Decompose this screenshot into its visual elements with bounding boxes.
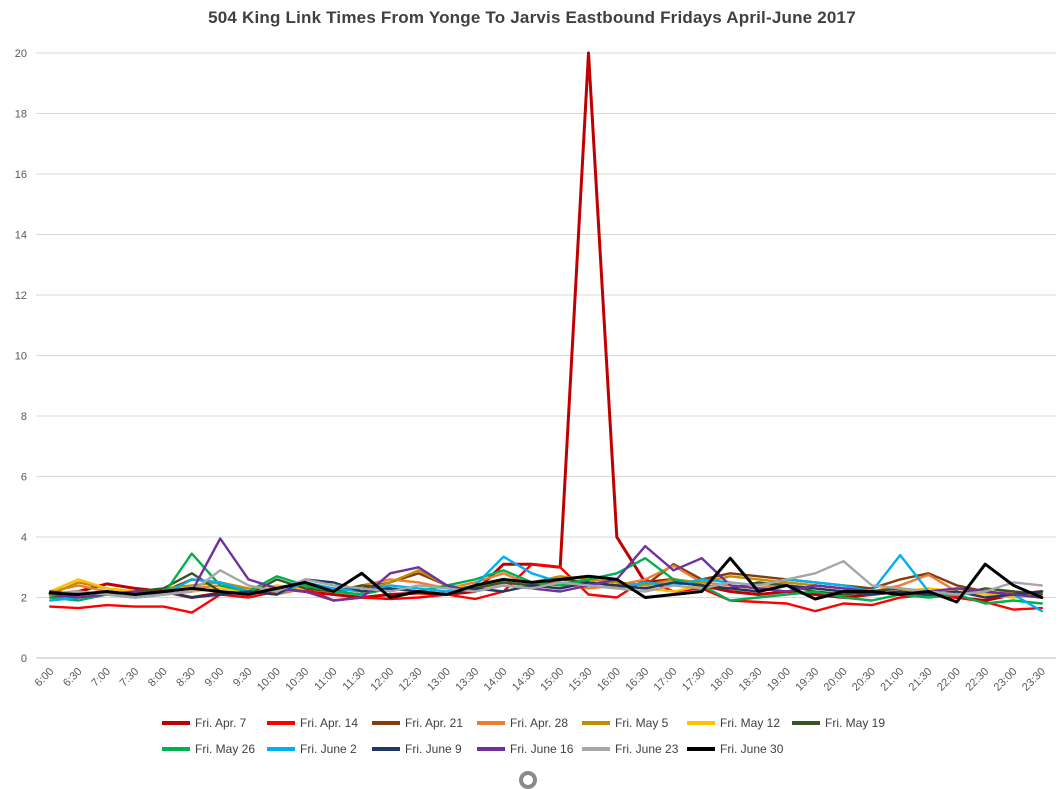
x-axis-label: 6:30 — [61, 666, 85, 690]
legend-swatch-icon — [687, 721, 715, 725]
x-axis-label: 6:00 — [33, 666, 57, 690]
legend-item: Fri. June 30 — [687, 742, 792, 756]
y-axis-label: 14 — [15, 230, 27, 242]
x-axis-label: 11:00 — [312, 666, 339, 693]
x-axis-label: 7:30 — [118, 666, 142, 690]
legend-swatch-icon — [477, 721, 505, 725]
x-axis-label: 12:30 — [397, 666, 425, 694]
x-axis-label: 8:30 — [174, 666, 198, 690]
legend-item: Fri. June 2 — [267, 742, 372, 756]
legend-item: Fri. June 9 — [372, 742, 477, 756]
legend-label: Fri. Apr. 7 — [195, 716, 247, 730]
chart-legend: Fri. Apr. 7 Fri. Apr. 14 Fri. Apr. 21 Fri. … — [0, 716, 1064, 756]
x-axis-label: 21:30 — [907, 666, 935, 694]
legend-swatch-icon — [372, 721, 400, 725]
legend-swatch-icon — [582, 747, 610, 751]
legend-label: Fri. May 12 — [720, 716, 781, 730]
x-axis-label: 22:30 — [963, 666, 991, 694]
series-line — [48, 556, 1044, 604]
y-axis-label: 8 — [21, 411, 27, 423]
y-axis-label: 6 — [21, 472, 27, 484]
x-axis-label: 11:30 — [341, 666, 368, 693]
series-line — [49, 578, 1044, 599]
series-line — [49, 563, 1044, 614]
x-axis-label: 17:30 — [680, 666, 708, 694]
legend-label: Fri. Apr. 14 — [300, 716, 359, 730]
legend-label: Fri. June 2 — [300, 742, 357, 756]
legend-label: Fri. June 16 — [510, 742, 574, 756]
x-axis-label: 21:00 — [878, 666, 906, 694]
x-axis-label: 9:00 — [203, 666, 227, 690]
legend-item: Fri. May 12 — [687, 716, 792, 730]
y-axis-label: 0 — [21, 653, 27, 665]
legend-swatch-icon — [792, 721, 820, 725]
x-axis-label: 14:30 — [510, 666, 538, 694]
x-axis-label: 19:30 — [793, 666, 821, 694]
x-axis-label: 20:00 — [822, 666, 850, 694]
series-line — [48, 51, 1044, 602]
x-axis-label: 20:30 — [850, 666, 878, 694]
x-axis-label: 15:30 — [567, 666, 595, 694]
x-axis-label: 23:30 — [1020, 666, 1048, 694]
x-axis-label: 10:30 — [283, 666, 311, 694]
series-line — [49, 552, 1044, 605]
legend-label: Fri. June 9 — [405, 742, 462, 756]
legend-label: Fri. May 5 — [615, 716, 669, 730]
x-axis-label: 17:00 — [652, 666, 680, 694]
legend-swatch-icon — [372, 747, 400, 751]
x-axis-label: 10:00 — [255, 666, 283, 694]
x-axis-label: 23:00 — [992, 666, 1020, 694]
legend-swatch-icon — [687, 747, 715, 751]
x-axis-label: 9:30 — [231, 666, 255, 690]
legend-label: Fri. June 30 — [720, 742, 784, 756]
x-axis-label: 19:00 — [765, 666, 793, 694]
y-axis-label: 10 — [15, 351, 27, 363]
x-axis-label: 7:00 — [89, 666, 113, 690]
legend-item: Fri. May 19 — [792, 716, 897, 730]
legend-label: Fri. June 23 — [615, 742, 679, 756]
legend-item: Fri. May 5 — [582, 716, 687, 730]
x-axis-label: 13:30 — [453, 666, 481, 694]
x-axis-label: 16:00 — [595, 666, 623, 694]
partial-circle-element — [519, 771, 537, 789]
y-axis-label: 4 — [21, 532, 27, 544]
legend-swatch-icon — [267, 721, 295, 725]
legend-swatch-icon — [582, 721, 610, 725]
line-chart-plot-area: 0 2 4 6 8 10 12 14 16 18 20 6:00 6:30 7:00 7:30 8:00 8:3… — [15, 48, 1056, 694]
legend-swatch-icon — [267, 747, 295, 751]
x-axis-label: 8:00 — [146, 666, 170, 690]
legend-label: Fri. Apr. 28 — [510, 716, 569, 730]
legend-item: Fri. June 23 — [582, 742, 687, 756]
y-axis-label: 16 — [15, 169, 27, 181]
y-axis-label: 2 — [21, 593, 27, 605]
legend-label: Fri. May 19 — [825, 716, 886, 730]
legend-grid: Fri. Apr. 7 Fri. Apr. 14 Fri. Apr. 21 Fri. … — [162, 716, 902, 756]
x-axis-label: 18:30 — [737, 666, 765, 694]
y-axis-label: 12 — [15, 290, 27, 302]
legend-item: Fri. Apr. 7 — [162, 716, 267, 730]
legend-label: Fri. Apr. 21 — [405, 716, 464, 730]
x-axis-label: 22:00 — [935, 666, 963, 694]
x-axis-label: 18:00 — [708, 666, 736, 694]
x-axis-label: 15:00 — [538, 666, 566, 694]
x-axis-label: 13:00 — [425, 666, 453, 694]
legend-item: Fri. Apr. 21 — [372, 716, 477, 730]
chart-title: 504 King Link Times From Yonge To Jarvis… — [208, 8, 856, 27]
legend-swatch-icon — [162, 747, 190, 751]
x-axis-label: 14:00 — [482, 666, 510, 694]
legend-label: Fri. May 26 — [195, 742, 256, 756]
series-line — [49, 560, 1044, 599]
legend-item: Fri. Apr. 28 — [477, 716, 582, 730]
y-axis-label: 20 — [15, 48, 27, 60]
legend-swatch-icon — [162, 721, 190, 725]
legend-item: Fri. Apr. 14 — [267, 716, 372, 730]
legend-item: Fri. May 26 — [162, 742, 267, 756]
x-axis-label: 16:30 — [623, 666, 651, 694]
y-axis-label: 18 — [15, 109, 27, 121]
legend-swatch-icon — [477, 747, 505, 751]
legend-item: Fri. June 16 — [477, 742, 582, 756]
x-axis-label: 12:00 — [368, 666, 396, 694]
